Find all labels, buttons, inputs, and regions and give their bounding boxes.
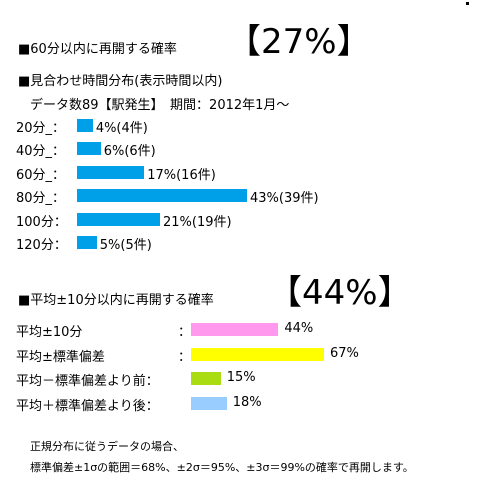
section2-subheading: データ数89【駅発生】 期間：2012年1月～	[30, 98, 290, 113]
section3-heading: ■平均±10分以内に再開する確率	[18, 293, 214, 308]
data-label: 6%(6件)	[103, 144, 156, 160]
colon-label: ：	[178, 325, 192, 340]
category-label: 平均±10分	[16, 325, 83, 340]
bar	[77, 236, 97, 249]
data-label: 17%(16件)	[147, 167, 216, 183]
colon-label: ：	[178, 349, 192, 365]
category-label: 20分_：	[16, 121, 66, 136]
data-label: 67%	[330, 345, 359, 361]
category-label: 80分_：	[16, 191, 66, 207]
section1-big-value: 【27%】	[227, 22, 371, 62]
bar	[191, 323, 279, 336]
data-label: 4%(4件)	[95, 121, 148, 136]
bar	[191, 396, 227, 410]
data-label: 21%(19件)	[163, 214, 232, 230]
bar	[77, 142, 101, 156]
section1-heading: ■60分以内に再開する確率	[18, 42, 177, 57]
bar	[77, 119, 93, 132]
category-label: 100分：	[16, 214, 67, 230]
data-label: 18%	[232, 394, 262, 410]
bar	[191, 372, 221, 385]
data-label: 43%(39件)	[250, 191, 319, 207]
note-line1: 正規分布に従うデータの場合、	[30, 440, 184, 453]
data-label: 44%	[284, 321, 314, 336]
corner-dot	[466, 2, 469, 5]
bar	[191, 347, 324, 361]
section2-heading: ■見合わせ時間分布(表示時間以内)	[18, 74, 223, 89]
data-label: 15%	[226, 370, 256, 385]
category-label: 60分_：	[16, 167, 66, 183]
section3-big-value: 【44%】	[268, 273, 412, 313]
category-label: 40分_：	[16, 144, 66, 160]
category-label: 平均＋標準偏差より後：	[16, 398, 159, 414]
note-line2: 標準偏差±1σの範囲＝68%、±2σ＝95%、±3σ＝99%の確率で再開します。	[30, 461, 414, 474]
data-label: 5%(5件)	[99, 238, 152, 253]
category-label: 平均－標準偏差より前：	[16, 374, 159, 389]
category-label: 平均±標準偏差	[16, 349, 105, 365]
bar	[77, 212, 161, 226]
bar	[77, 165, 145, 179]
category-label: 120分：	[16, 238, 67, 253]
bar	[77, 189, 247, 203]
